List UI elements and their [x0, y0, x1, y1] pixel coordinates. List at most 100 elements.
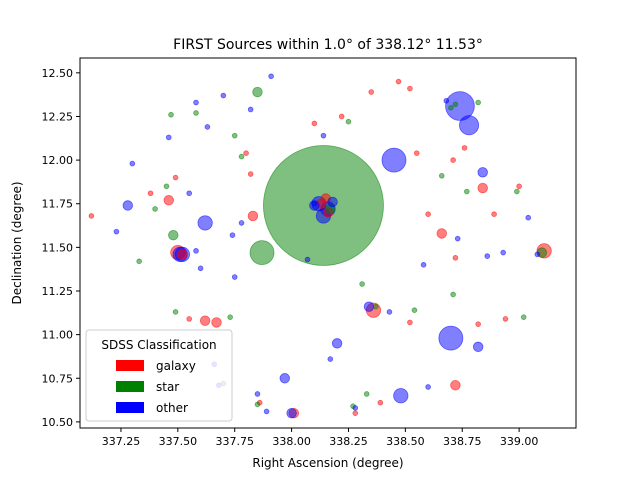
point-galaxy — [186, 316, 193, 322]
point-other — [320, 132, 327, 139]
point-other — [186, 190, 193, 197]
point-galaxy — [407, 85, 413, 92]
point-other — [229, 232, 236, 238]
point-other — [327, 356, 334, 362]
point-other — [443, 97, 450, 104]
points-layer — [88, 73, 552, 419]
point-galaxy — [461, 145, 468, 151]
point-star — [193, 110, 199, 116]
x-axis-label: Right Ascension (degree) — [252, 456, 403, 470]
point-galaxy — [177, 249, 188, 260]
point-star — [438, 173, 445, 179]
y-tick-label: 11.50 — [42, 241, 74, 254]
point-star — [452, 101, 459, 108]
legend: SDSS Classification galaxy star other — [85, 329, 233, 422]
legend-label-other: other — [156, 401, 188, 415]
point-other — [193, 99, 199, 106]
point-other — [363, 301, 375, 312]
y-axis-label: Declination (degree) — [10, 181, 24, 304]
point-star — [475, 99, 481, 106]
point-galaxy — [243, 150, 249, 156]
point-galaxy — [477, 182, 488, 194]
point-other — [525, 214, 532, 221]
point-star — [520, 314, 527, 320]
point-other — [197, 215, 213, 231]
point-other — [268, 73, 274, 80]
point-other — [327, 196, 338, 208]
point-other — [420, 262, 427, 268]
point-other — [425, 384, 431, 390]
point-other — [122, 200, 133, 211]
x-tick-label: 338.50 — [386, 435, 425, 448]
point-galaxy — [338, 113, 345, 120]
point-galaxy — [211, 317, 222, 328]
legend-box — [85, 329, 233, 422]
legend-swatch-galaxy — [116, 360, 144, 371]
point-star — [252, 86, 263, 98]
point-other — [254, 391, 261, 397]
point-galaxy — [475, 321, 481, 327]
y-tick-label: 12.00 — [42, 154, 74, 167]
point-star — [227, 314, 233, 320]
point-galaxy — [199, 315, 211, 326]
point-other — [165, 134, 172, 141]
point-star — [172, 309, 179, 315]
y-tick-label: 11.75 — [42, 198, 74, 211]
point-other — [445, 91, 475, 121]
point-star — [231, 132, 238, 139]
point-galaxy — [368, 89, 375, 95]
point-star — [345, 118, 352, 125]
point-star — [254, 401, 261, 408]
x-tick-label: 337.50 — [159, 435, 198, 448]
point-other — [279, 373, 290, 384]
y-tick-label: 10.75 — [42, 372, 74, 385]
point-other — [459, 115, 480, 136]
y-tick-label: 10.50 — [42, 416, 74, 429]
x-tick-label: 338.25 — [329, 435, 368, 448]
x-tick-label: 338.75 — [443, 435, 482, 448]
legend-swatch-star — [116, 381, 144, 392]
point-other — [386, 309, 393, 315]
point-other — [247, 106, 254, 113]
point-other — [311, 200, 318, 207]
point-galaxy — [450, 380, 461, 391]
point-galaxy — [377, 399, 384, 406]
point-other — [331, 338, 343, 349]
point-galaxy — [163, 195, 174, 206]
point-galaxy — [502, 316, 509, 322]
point-other — [534, 251, 541, 258]
point-star — [238, 153, 245, 160]
point-star — [152, 206, 158, 212]
point-galaxy — [491, 211, 497, 218]
point-galaxy — [172, 174, 179, 181]
point-galaxy — [395, 78, 402, 85]
point-galaxy — [147, 190, 154, 197]
x-tick-label: 339.00 — [500, 435, 539, 448]
point-star — [249, 240, 275, 265]
point-galaxy — [450, 157, 456, 163]
point-galaxy — [413, 150, 420, 156]
point-other — [197, 265, 204, 272]
x-tick-label: 337.75 — [215, 435, 254, 448]
point-other — [393, 388, 409, 404]
plot-frame — [79, 57, 577, 429]
chart-title: FIRST Sources within 1.0° of 338.12° 11.… — [173, 37, 483, 53]
point-galaxy — [247, 171, 254, 177]
point-star — [359, 281, 365, 287]
point-star — [372, 303, 379, 310]
point-galaxy — [516, 183, 522, 190]
point-other — [438, 325, 464, 351]
point-other — [193, 248, 199, 254]
point-other — [304, 256, 311, 263]
point-other — [204, 124, 211, 130]
point-star — [163, 183, 170, 190]
point-other — [129, 160, 136, 167]
point-galaxy — [452, 255, 459, 261]
point-galaxy — [88, 213, 95, 219]
point-galaxy — [407, 319, 413, 326]
legend-swatch-other — [116, 402, 144, 413]
point-other — [113, 228, 120, 235]
y-axis: 10.50 10.75 11.00 11.25 11.50 11.75 12.00 12.25… — [42, 67, 80, 429]
y-tick-label: 11.00 — [42, 329, 74, 342]
point-galaxy — [436, 228, 447, 239]
